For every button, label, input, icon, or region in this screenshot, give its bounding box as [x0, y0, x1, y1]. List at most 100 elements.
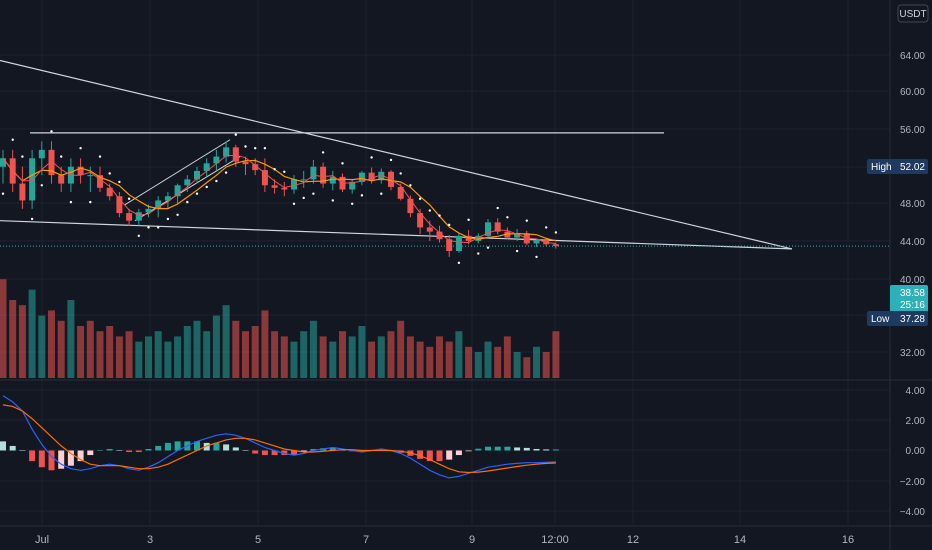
sar-dot — [215, 179, 218, 183]
macd-histogram-bar — [58, 450, 65, 469]
sar-dot — [30, 217, 34, 221]
high-badge-box — [867, 159, 928, 174]
candle-body — [116, 196, 123, 214]
volume-bar — [319, 336, 327, 378]
macd-histogram-bar — [38, 450, 45, 468]
candle-body — [97, 175, 103, 188]
sar-dot — [380, 192, 383, 195]
macd-axis[interactable]: 4.00 2.00 0.00 −2.00 −4.00 — [900, 386, 926, 518]
sar-dot — [11, 138, 14, 141]
sar-dot — [195, 192, 199, 195]
macd-histogram-bar — [271, 450, 278, 456]
currency-label[interactable]: USDT — [897, 4, 929, 23]
volume-bar — [377, 336, 385, 378]
volume-bar — [135, 341, 143, 378]
sar-dot — [176, 213, 179, 216]
time-tick-label: 7 — [363, 534, 369, 546]
candle-body — [397, 186, 404, 199]
volume-bar — [203, 331, 211, 378]
time-tick-label: 14 — [734, 534, 746, 546]
volume-bar — [397, 320, 405, 378]
trendline-drawings[interactable] — [0, 59, 890, 250]
volume-bar — [484, 341, 492, 378]
sar-dot — [302, 196, 305, 200]
last-price-value: 38.58 — [900, 288, 925, 299]
macd-histogram-bar — [213, 442, 220, 451]
high-badge-value: 52.02 — [900, 162, 925, 173]
candle-body — [417, 213, 424, 228]
time-tick-label: 12:00 — [541, 534, 569, 546]
candle-body — [194, 170, 200, 180]
macd-histogram-bar — [223, 444, 230, 451]
volume-bar — [0, 279, 7, 378]
sar-dot — [79, 146, 82, 150]
volume-bar — [416, 341, 424, 378]
volume-bar — [533, 346, 540, 378]
candle-body — [155, 200, 162, 209]
volume-bar — [125, 331, 133, 378]
macd-histogram-bar — [164, 442, 171, 451]
price-tick-label: 48.00 — [900, 199, 925, 210]
macd-histogram-bar — [203, 442, 210, 451]
sar-dot — [254, 146, 257, 150]
volume-bar — [406, 336, 414, 378]
candle-body — [135, 212, 142, 221]
sar-dot — [496, 206, 499, 210]
volume-bar — [106, 326, 114, 378]
volume-bar — [494, 346, 502, 378]
macd-histogram-bar — [543, 449, 550, 451]
volume-bar — [290, 341, 298, 378]
volume-bar — [115, 336, 123, 378]
volume-bar — [542, 352, 550, 378]
macd-histogram-bar — [300, 450, 307, 453]
macd-histogram-bar — [29, 450, 36, 462]
macd-histogram-bar — [358, 450, 365, 453]
sar-dot — [224, 171, 228, 174]
low-badge-value: 37.28 — [900, 314, 925, 325]
candle-body — [485, 222, 491, 236]
candle-body — [242, 161, 249, 165]
candle-body — [48, 149, 55, 176]
volume-bar — [145, 336, 152, 378]
volume-bar — [164, 341, 172, 378]
price-tick-label: 56.00 — [900, 125, 925, 136]
volume-bar — [426, 346, 434, 378]
candle-body — [184, 179, 191, 186]
sar-dot — [50, 130, 53, 133]
sar-dot — [467, 218, 470, 222]
time-axis[interactable]: Jul 3 5 7 9 12:00 12 14 16 — [35, 534, 854, 546]
macd-histogram-bar — [465, 450, 472, 452]
volume-bar — [348, 336, 356, 378]
macd-histogram-bar — [242, 450, 249, 451]
sar-dot — [535, 255, 538, 259]
sar-dot — [40, 184, 43, 187]
sar-dot — [409, 184, 412, 187]
sar-dot — [457, 261, 461, 265]
candle-body — [29, 158, 36, 201]
volume-bar — [309, 320, 317, 378]
candle-body — [349, 181, 356, 190]
macd-histogram-bar — [514, 447, 521, 451]
time-tick-label: 5 — [255, 534, 261, 546]
last-price-badge-box — [890, 285, 928, 312]
volume-bar — [232, 320, 240, 378]
countdown-value: 25:16 — [900, 300, 925, 311]
price-tick-label: 32.00 — [900, 348, 925, 359]
volume-bar — [193, 320, 201, 378]
macd-histogram-bar — [417, 450, 424, 459]
macd-histogram-bar — [310, 448, 317, 451]
volume-bar — [523, 357, 531, 378]
sar-dot — [428, 209, 431, 212]
candle-body — [223, 147, 230, 157]
sar-dot — [108, 172, 111, 175]
sar-dot — [60, 155, 63, 158]
macd-histogram-bar — [155, 445, 162, 451]
volume-bar — [183, 326, 191, 378]
macd-histogram-bar — [475, 448, 482, 451]
sar-dot — [273, 168, 276, 171]
macd-histogram-bar — [446, 450, 453, 460]
macd-tick-label: 0.00 — [906, 446, 926, 457]
volume-bar — [300, 331, 308, 378]
